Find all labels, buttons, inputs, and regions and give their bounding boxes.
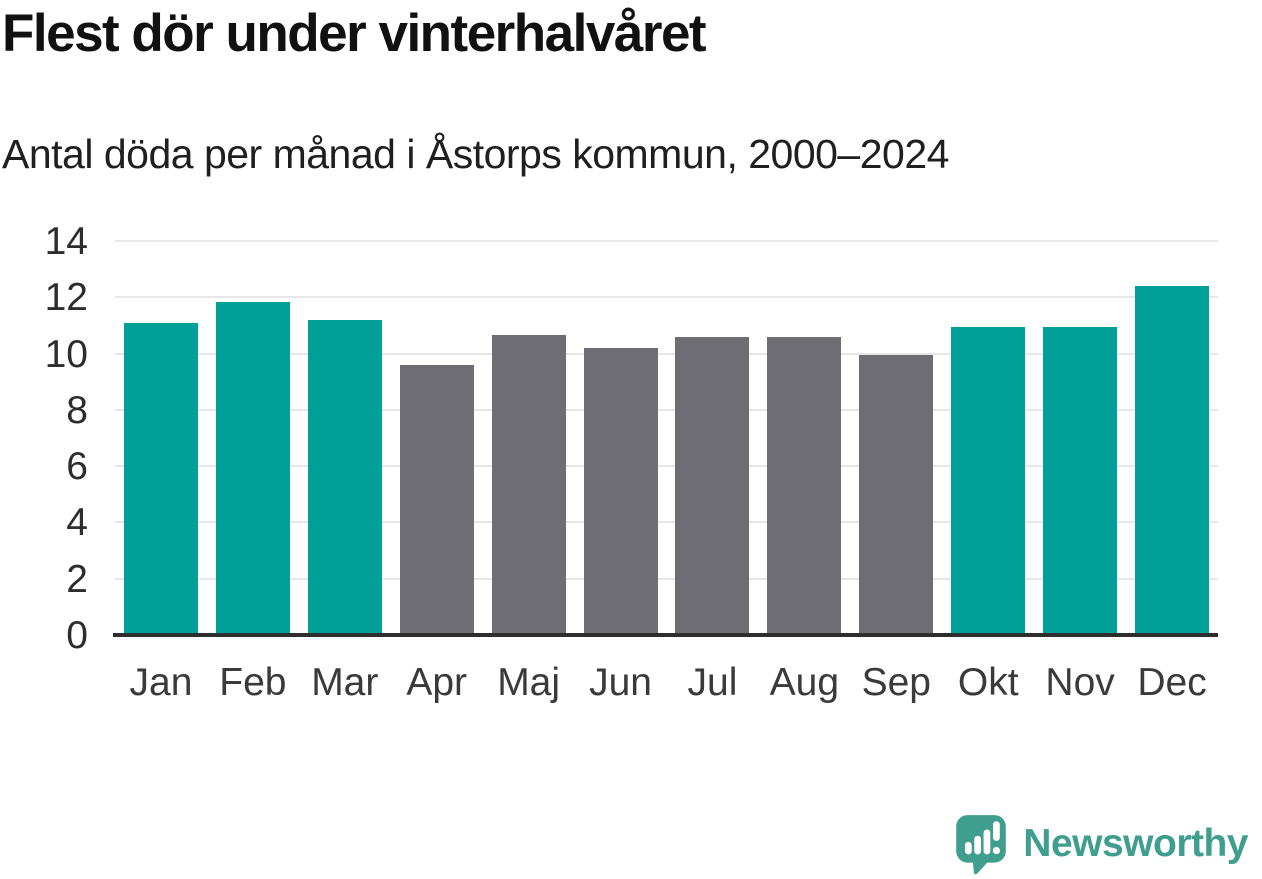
bar-apr [399, 364, 474, 633]
bar-maj [491, 335, 566, 633]
gridline-y-10 [115, 352, 1218, 355]
x-axis-label-jun: Jun [589, 661, 652, 704]
gridline-y-8 [115, 408, 1218, 411]
y-axis-label-14: 14 [44, 220, 88, 263]
y-axis-label-12: 12 [44, 276, 88, 320]
newsworthy-logo-text: Newsworthy [1023, 822, 1248, 865]
bar-aug [767, 336, 842, 633]
bar-sep [859, 354, 934, 633]
y-axis-label-2: 2 [66, 557, 88, 601]
gridline-y-14 [115, 240, 1218, 242]
bar-mar [307, 319, 382, 633]
y-axis-label-6: 6 [66, 445, 88, 489]
x-axis-label-dec: Dec [1137, 661, 1207, 704]
x-axis-label-jan: Jan [129, 661, 193, 704]
y-axis-label-10: 10 [44, 332, 88, 376]
x-axis-label-nov: Nov [1045, 661, 1115, 704]
x-axis-label-maj: Maj [497, 661, 561, 704]
x-axis-line [113, 633, 1218, 637]
bar-dec [1135, 286, 1210, 633]
gridline-y-12 [115, 296, 1218, 299]
x-axis-label-jul: Jul [687, 661, 738, 704]
bar-jun [583, 347, 658, 633]
gridline-y-6 [115, 465, 1218, 468]
bar-nov [1043, 326, 1118, 633]
newsworthy-logo: Newsworthy [953, 813, 1248, 875]
gridline-y-4 [115, 521, 1218, 524]
chart-title: Flest dör under vinterhalvåret [2, 4, 707, 63]
newsworthy-logo-icon [956, 815, 1007, 875]
bar-jan [123, 322, 198, 633]
y-axis-label-0: 0 [66, 614, 88, 657]
x-axis-label-okt: Okt [957, 661, 1019, 704]
bar-jul [675, 336, 750, 633]
bar-okt [951, 326, 1026, 633]
x-axis-label-mar: Mar [311, 661, 379, 704]
x-axis-label-sep: Sep [861, 661, 931, 704]
bar-feb [215, 301, 290, 633]
x-axis-label-apr: Apr [406, 661, 468, 704]
chart-subtitle: Antal döda per månad i Åstorps kommun, 2… [2, 131, 949, 177]
x-axis-label-aug: Aug [769, 661, 840, 704]
y-axis-label-8: 8 [66, 388, 88, 432]
y-axis-label-4: 4 [66, 501, 88, 545]
gridline-y-2 [115, 577, 1218, 580]
x-axis-label-feb: Feb [219, 661, 287, 704]
